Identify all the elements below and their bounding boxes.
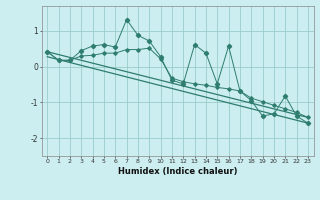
X-axis label: Humidex (Indice chaleur): Humidex (Indice chaleur) xyxy=(118,167,237,176)
